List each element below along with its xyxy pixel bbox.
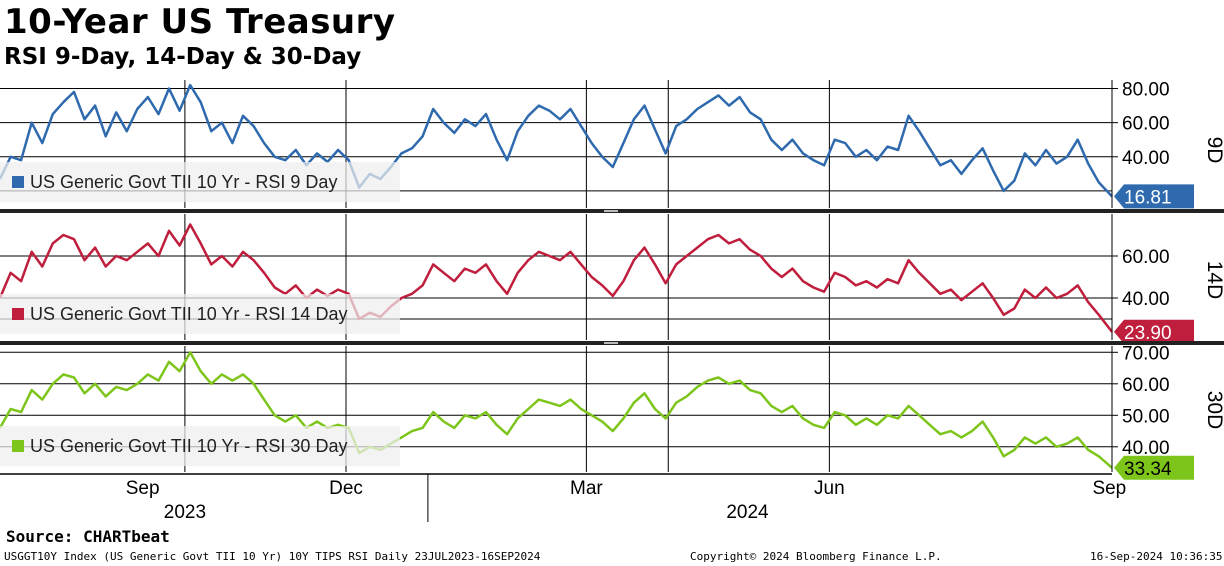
index-info: USGGT10Y Index (US Generic Govt TII 10 Y… [4, 550, 541, 563]
last-value-label-rsi9: 16.81 [1124, 187, 1172, 208]
y-tick-label: 40.00 [1122, 438, 1170, 459]
x-tick-label: Sep [1092, 478, 1126, 499]
panel-separator-grip [604, 342, 618, 344]
y-tick-label: 70.00 [1122, 343, 1170, 364]
series-line-rsi14 [0, 223, 1113, 333]
legend-label-rsi9: US Generic Govt TII 10 Yr - RSI 9 Day [30, 172, 337, 192]
x-tick-label: Jun [814, 478, 845, 499]
legend-label-rsi14: US Generic Govt TII 10 Yr - RSI 14 Day [30, 304, 347, 324]
last-value-label-rsi14: 23.90 [1124, 323, 1172, 344]
last-value-tag-rsi9 [1114, 184, 1194, 209]
last-value-tag-rsi14 [1114, 319, 1194, 344]
legend-label-rsi30: US Generic Govt TII 10 Yr - RSI 30 Day [30, 436, 347, 456]
y-tick-label: 60.00 [1122, 247, 1170, 268]
panel-label-rsi14: 14D [1203, 261, 1224, 300]
timestamp: 16-Sep-2024 10:36:35 [1090, 550, 1223, 563]
legend-swatch-rsi30 [12, 440, 24, 452]
legend-swatch-rsi14 [12, 308, 24, 320]
x-tick-label: Mar [570, 478, 603, 499]
y-tick-label: 80.00 [1122, 80, 1170, 101]
source-note: Source: CHARTbeat [6, 527, 170, 546]
panel-label-rsi30: 30D [1203, 391, 1224, 430]
series-line-rsi30 [0, 351, 1113, 469]
y-tick-label: 40.00 [1122, 148, 1170, 169]
y-tick-label: 60.00 [1122, 375, 1170, 396]
year-label: 2024 [726, 502, 769, 523]
legend-box-rsi30 [0, 426, 400, 466]
y-tick-label: 50.00 [1122, 406, 1170, 427]
legend-box-rsi9 [0, 162, 400, 202]
page-title: 10-Year US Treasury [4, 2, 396, 42]
last-value-tag-rsi30 [1114, 455, 1194, 480]
copyright-note: Copyright© 2024 Bloomberg Finance L.P. [690, 550, 942, 563]
x-tick-label: Dec [329, 478, 363, 499]
legend-box-rsi14 [0, 294, 400, 334]
legend-swatch-rsi9 [12, 176, 24, 188]
panel-label-rsi9: 9D [1203, 137, 1224, 164]
x-tick-label: Sep [126, 478, 160, 499]
series-line-rsi9 [0, 83, 1113, 198]
panel-separator-grip [604, 210, 618, 212]
y-tick-label: 60.00 [1122, 114, 1170, 135]
y-tick-label: 40.00 [1122, 289, 1170, 310]
year-label: 2023 [164, 502, 206, 523]
last-value-label-rsi30: 33.34 [1124, 459, 1172, 480]
page-subtitle: RSI 9-Day, 14-Day & 30-Day [4, 44, 362, 70]
